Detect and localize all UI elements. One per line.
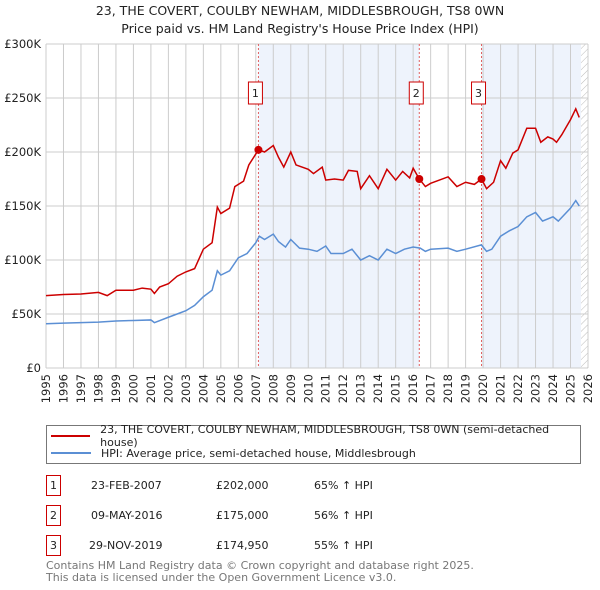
x-tick-label: 1996 <box>56 374 70 403</box>
sale-row: 1 23-FEB-2007 £202,000 65% ↑ HPI <box>46 475 446 496</box>
x-tick-label: 2009 <box>284 374 298 403</box>
x-tick-label: 2002 <box>161 374 175 403</box>
x-tick-label: 2023 <box>529 374 543 403</box>
x-tick-label: 2012 <box>336 374 350 403</box>
sale-row: 3 29-NOV-2019 £174,950 55% ↑ HPI <box>46 535 446 556</box>
sale-label: 1 <box>252 87 259 100</box>
legend: 23, THE COVERT, COULBY NEWHAM, MIDDLESBR… <box>46 423 581 464</box>
x-tick-label: 1999 <box>109 374 123 403</box>
x-tick-label: 2000 <box>126 374 140 403</box>
x-tick-label: 2017 <box>424 374 438 403</box>
footer-licence: This data is licensed under the Open Gov… <box>46 571 397 584</box>
x-tick-label: 2007 <box>249 374 263 403</box>
x-tick-label: 1995 <box>39 374 53 403</box>
x-tick-label: 2003 <box>179 374 193 403</box>
sale-label-box <box>471 81 487 105</box>
footer-copyright: Contains HM Land Registry data © Crown c… <box>46 559 474 572</box>
sale-hpi: 55% ↑ HPI <box>314 539 373 552</box>
x-tick-label: 2024 <box>546 374 560 403</box>
x-tick-label: 2022 <box>511 374 525 403</box>
y-tick-label: £100K <box>4 253 41 267</box>
x-tick-label: 2004 <box>196 374 210 403</box>
x-tick-label: 2014 <box>371 374 385 403</box>
x-tick-label: 2010 <box>301 374 315 403</box>
sale-hpi: 56% ↑ HPI <box>314 509 373 522</box>
y-tick-label: £0 <box>26 361 41 375</box>
x-tick-label: 2001 <box>144 374 158 403</box>
legend-swatch-blue <box>51 452 91 454</box>
x-tick-label: 2011 <box>319 374 333 403</box>
x-tick-label: 2008 <box>266 374 280 403</box>
legend-item-hpi: HPI: Average price, semi-detached house,… <box>51 445 416 461</box>
x-tick-label: 1998 <box>91 374 105 403</box>
x-tick-label: 2025 <box>564 374 578 403</box>
y-tick-label: £200K <box>4 145 41 159</box>
x-tick-label: 2018 <box>441 374 455 403</box>
sale-marker: 3 <box>46 535 61 556</box>
sale-date: 23-FEB-2007 <box>91 479 162 492</box>
legend-label: HPI: Average price, semi-detached house,… <box>101 446 416 460</box>
sale-label: 3 <box>475 87 482 100</box>
sale-price: £202,000 <box>216 479 269 492</box>
hpi-line <box>45 199 580 325</box>
chart-subtitle: Price paid vs. HM Land Registry's House … <box>121 21 479 36</box>
sale-price: £175,000 <box>216 509 269 522</box>
legend-label: 23, THE COVERT, COULBY NEWHAM, MIDDLESBR… <box>100 423 550 449</box>
sale-label-box <box>408 81 424 105</box>
x-tick-label: 2006 <box>231 374 245 403</box>
x-tick-label: 1997 <box>74 374 88 403</box>
plot-area: 1995 1996 1997 1998 1999 2000 2001 2002 2003 2004… <box>4 37 595 403</box>
sale-point <box>254 145 263 154</box>
x-tick-label: 2015 <box>389 374 403 403</box>
y-tick-label: £50K <box>12 307 42 321</box>
sale-hpi: 65% ↑ HPI <box>314 479 373 492</box>
sale-label-box <box>247 81 263 105</box>
sale-marker: 2 <box>46 505 61 526</box>
x-tick-label: 2016 <box>406 374 420 403</box>
sale-date: 29-NOV-2019 <box>89 539 163 552</box>
sale-date: 09-MAY-2016 <box>91 509 163 522</box>
sale-row: 2 09-MAY-2016 £175,000 56% ↑ HPI <box>46 505 446 526</box>
x-tick-label: 2020 <box>476 374 490 403</box>
sale-point <box>415 175 424 183</box>
chart-title: 23, THE COVERT, COULBY NEWHAM, MIDDLESBR… <box>95 3 505 18</box>
x-tick-label: 2005 <box>214 374 228 403</box>
legend-item-property: 23, THE COVERT, COULBY NEWHAM, MIDDLESBR… <box>51 423 580 449</box>
x-tick-label: 2019 <box>459 374 473 403</box>
x-tick-label: 2013 <box>354 374 368 403</box>
y-tick-label: £300K <box>4 37 41 51</box>
sale-marker: 1 <box>46 475 61 496</box>
property-price-line <box>45 106 580 297</box>
sale-price: £174,950 <box>216 539 269 552</box>
x-tick-label: 2021 <box>494 374 508 403</box>
y-tick-label: £150K <box>4 199 41 213</box>
y-tick-label: £250K <box>4 91 41 105</box>
sale-point <box>477 175 486 184</box>
x-tick-label: 2026 <box>581 374 595 403</box>
legend-swatch-red <box>51 435 91 437</box>
sale-label: 2 <box>413 87 420 100</box>
